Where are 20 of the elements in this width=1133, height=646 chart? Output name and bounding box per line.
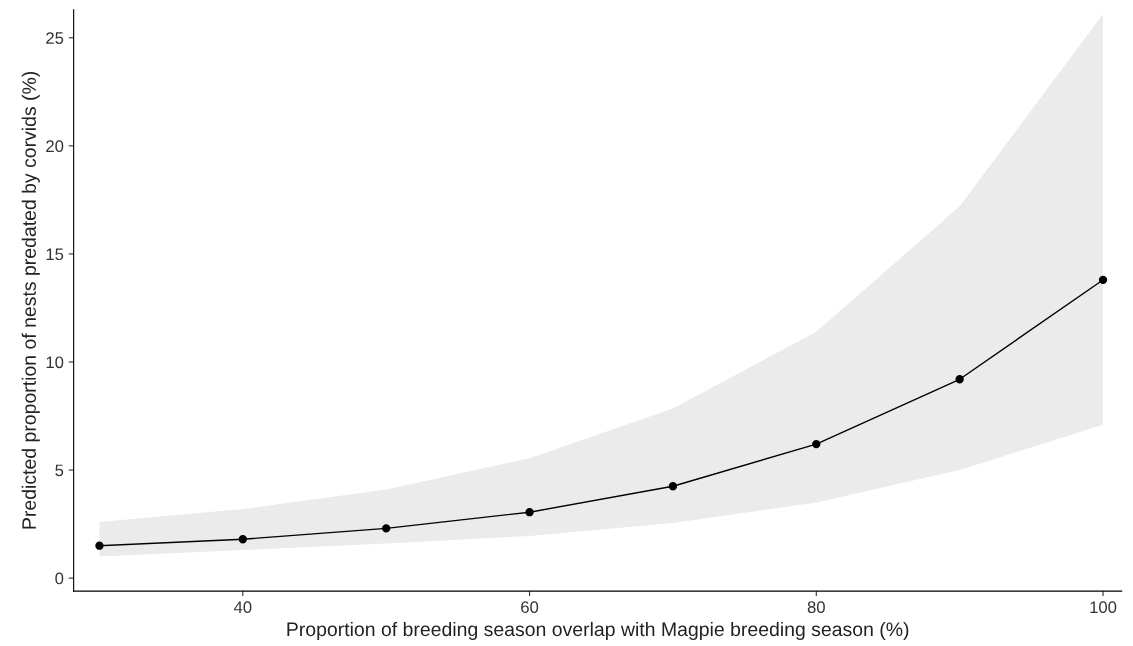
x-tick-label: 40 xyxy=(233,601,252,614)
x-axis-title: Proportion of breeding season overlap with Magpie breeding season (%) xyxy=(287,621,909,641)
point xyxy=(382,524,391,533)
point xyxy=(95,541,104,550)
point xyxy=(525,508,534,517)
point xyxy=(668,482,678,491)
x-tick-label: 100 xyxy=(1090,601,1117,614)
point xyxy=(1098,275,1108,285)
y-tick-label: 5 xyxy=(55,464,64,477)
x-tick-label: 60 xyxy=(521,601,539,614)
point xyxy=(238,535,247,544)
y-tick-label: 25 xyxy=(46,32,64,44)
x-tick-label: 80 xyxy=(807,601,825,614)
y-tick-label: 10 xyxy=(46,356,64,369)
point xyxy=(955,375,964,384)
y-tick-label: 20 xyxy=(46,140,64,153)
y-axis-title: Predicted proportion of nests predated by corvids (%) xyxy=(21,71,40,529)
point xyxy=(812,439,821,449)
y-tick-label: 15 xyxy=(46,248,64,261)
y-tick-label: 0 xyxy=(55,572,64,585)
